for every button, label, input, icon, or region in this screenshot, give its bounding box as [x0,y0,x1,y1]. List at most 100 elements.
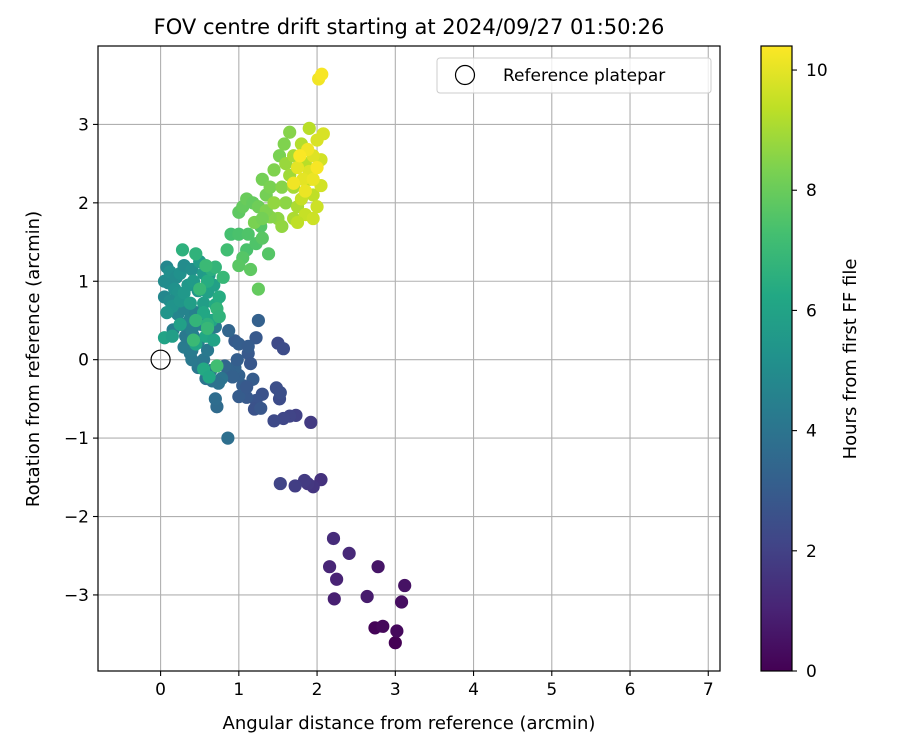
y-tick-label: −1 [64,429,89,449]
data-point [261,247,276,261]
data-point [306,172,320,186]
data-point [322,560,337,574]
data-point [160,306,174,320]
data-point [189,247,203,261]
legend-marker-icon [454,64,476,86]
colorbar-tick-label: 6 [806,301,817,321]
data-point [200,343,215,357]
data-point [189,313,203,328]
data-point [360,589,374,604]
data-point [255,231,269,245]
data-point [212,290,226,304]
y-tick-label: −3 [64,586,89,606]
colorbar-tick-label: 4 [806,422,817,442]
data-point [255,211,269,226]
data-point [283,125,297,139]
plot-frame [97,45,721,672]
data-point [251,282,265,296]
y-tick-label: −2 [64,508,89,528]
data-point [273,386,287,400]
data-point [197,296,211,310]
data-point [275,180,289,194]
data-point [200,321,215,335]
data-point [304,415,318,430]
reference-marker [150,349,171,370]
data-point [277,137,291,151]
x-axis-ticks: 0 1 2 3 4 5 6 7 [155,671,714,700]
data-point [310,160,324,175]
data-point [279,196,293,210]
data-point [199,258,213,273]
x-tick-label: 2 [312,680,323,700]
colorbar-tick-label: 0 [806,662,817,682]
data-point [302,121,316,135]
data-point [293,149,307,163]
chart-title: FOV centre drift starting at 2024/09/27 … [154,15,665,39]
data-point [306,211,320,226]
data-point [288,479,302,493]
data-point [241,227,255,241]
data-point [267,196,281,210]
colorbar-tick-label: 10 [806,61,828,81]
y-axis-label: Rotation from reference (arcmin) [23,211,44,507]
x-tick-label: 3 [390,680,401,700]
data-point [249,331,263,345]
data-point [232,258,246,273]
data-point [202,370,216,384]
data-point [290,215,305,230]
data-point [175,243,190,257]
data-point [398,578,412,593]
y-tick-label: 0 [78,351,89,371]
data-point [327,592,341,606]
y-tick-label: 3 [78,115,89,135]
data-point [342,546,356,560]
data-point [232,389,246,404]
data-point [388,636,402,650]
colorbar: 0 2 4 6 8 10 Hours from first FF file [760,45,861,682]
data-points [157,67,412,650]
data-point [177,286,191,300]
data-point [315,67,329,81]
data-point [225,370,240,384]
data-point [326,531,341,546]
data-point [211,376,226,390]
x-tick-label: 1 [233,680,244,700]
data-point [275,219,289,233]
legend-label: Reference platepar [503,66,665,86]
data-point [207,333,221,347]
y-tick-label: 1 [78,272,89,292]
data-point [290,160,305,175]
data-point [216,270,230,284]
colorbar-ticks: 0 2 4 6 8 10 [792,61,828,682]
data-point [243,262,258,277]
x-tick-label: 4 [468,680,479,700]
data-point [267,163,281,177]
data-point [230,353,244,367]
data-point [241,339,255,353]
data-point [276,342,291,356]
data-point [186,333,201,347]
data-point [221,431,235,445]
data-point [177,340,191,354]
y-tick-label: 2 [78,194,89,214]
data-point [210,359,224,373]
data-point [298,184,312,198]
legend-box [436,57,712,94]
data-point [243,356,258,371]
data-point [173,317,187,331]
data-point [165,329,179,343]
data-point [310,200,324,214]
data-point [371,560,385,574]
x-axis-label: Angular distance from reference (arcmin) [223,713,596,734]
reference-point [150,349,171,370]
colorbar-label: Hours from first FF file [840,259,861,460]
data-point [376,619,390,633]
data-point [208,392,222,406]
data-point [390,624,404,638]
data-point [251,313,265,328]
x-tick-label: 5 [546,680,557,700]
data-point [273,476,287,491]
x-tick-label: 0 [155,680,166,700]
data-point [212,309,226,324]
